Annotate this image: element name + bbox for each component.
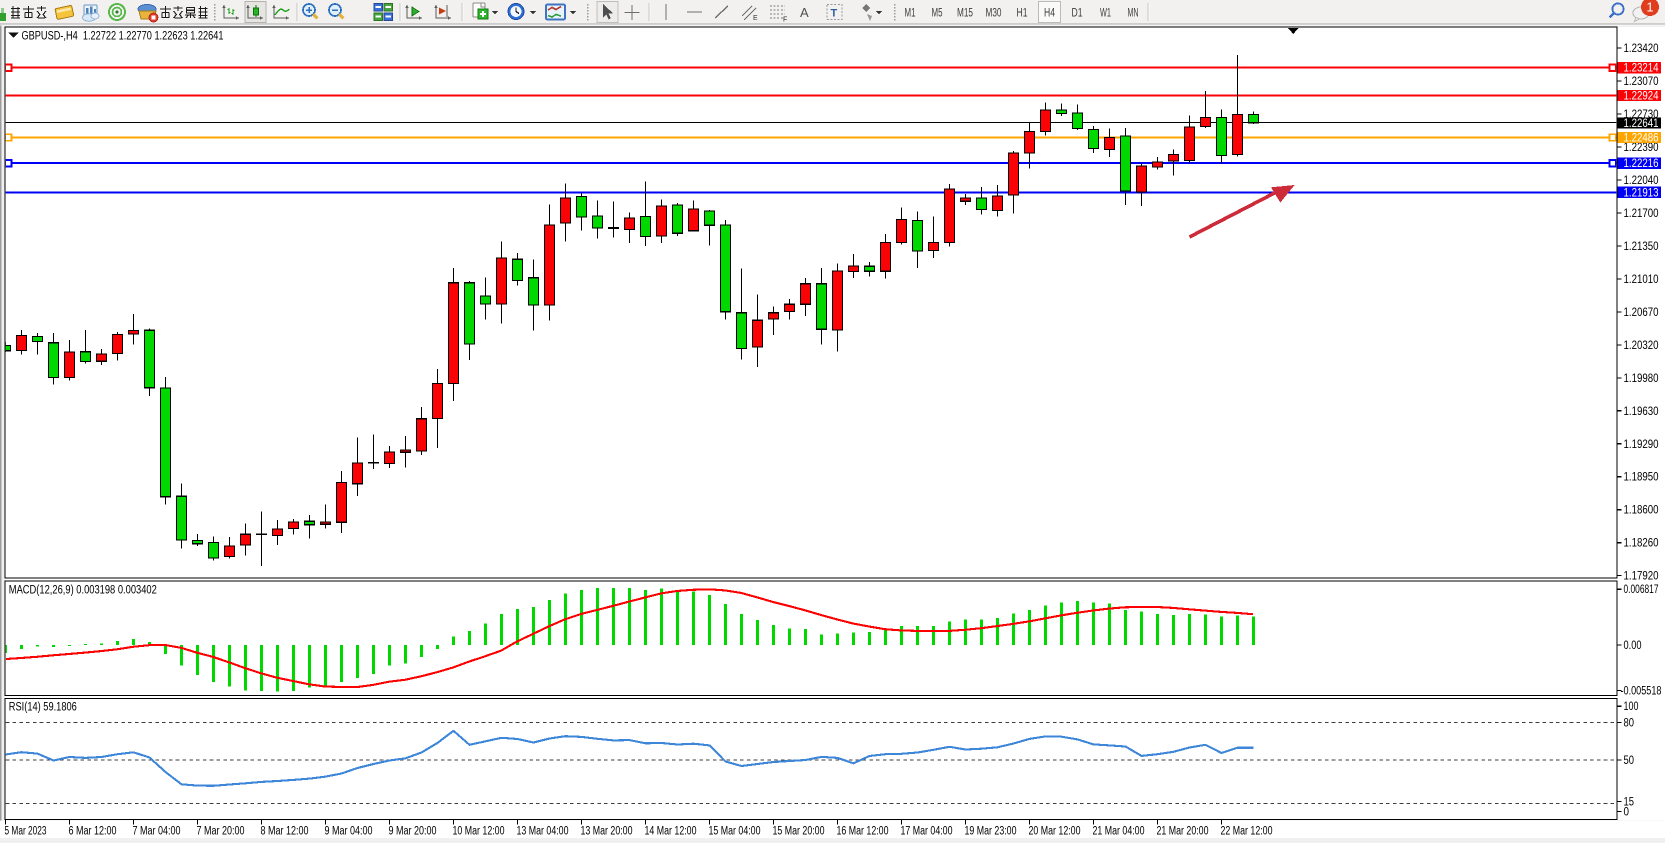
svg-text:16 Mar 12:00: 16 Mar 12:00	[837, 826, 889, 838]
svg-text:1.22486: 1.22486	[1624, 133, 1659, 145]
svg-text:GBPUSD-,H4 1.22722 1.22770 1.: GBPUSD-,H4 1.22722 1.22770 1.22623 1.226…	[22, 31, 224, 43]
svg-text:1.21010: 1.21010	[1624, 274, 1659, 286]
svg-text:RSI(14) 59.1806: RSI(14) 59.1806	[9, 702, 77, 714]
svg-text:1.21700: 1.21700	[1624, 208, 1659, 220]
svg-text:M5: M5	[932, 8, 943, 20]
svg-text:7 Mar 20:00: 7 Mar 20:00	[197, 826, 245, 838]
svg-text:1.21350: 1.21350	[1624, 241, 1659, 253]
svg-text:1.20670: 1.20670	[1624, 307, 1659, 319]
svg-text:1.18950: 1.18950	[1624, 472, 1659, 484]
svg-text:0.006817: 0.006817	[1624, 584, 1659, 596]
svg-text:9 Mar 20:00: 9 Mar 20:00	[389, 826, 437, 838]
svg-text:MN: MN	[1128, 8, 1139, 20]
svg-text:0.00: 0.00	[1624, 640, 1642, 652]
svg-text:13 Mar 20:00: 13 Mar 20:00	[581, 826, 633, 838]
svg-text:1.23420: 1.23420	[1624, 43, 1659, 55]
svg-text:1.22641: 1.22641	[1624, 118, 1659, 130]
svg-text:17 Mar 04:00: 17 Mar 04:00	[901, 826, 953, 838]
svg-text:5 Mar 2023: 5 Mar 2023	[5, 826, 47, 838]
svg-text:H4: H4	[1044, 8, 1055, 20]
svg-text:T: T	[831, 8, 838, 20]
svg-text:50: 50	[1624, 755, 1635, 767]
svg-text:8 Mar 12:00: 8 Mar 12:00	[261, 826, 309, 838]
svg-text:F: F	[783, 17, 787, 24]
svg-text:80: 80	[1624, 717, 1635, 729]
svg-text:1.23070: 1.23070	[1624, 76, 1659, 88]
svg-text:1: 1	[1646, 0, 1653, 15]
svg-text:1.19290: 1.19290	[1624, 439, 1659, 451]
svg-text:A: A	[800, 5, 809, 20]
svg-text:W1: W1	[1100, 8, 1111, 20]
svg-text:100: 100	[1624, 701, 1639, 713]
svg-text:14 Mar 12:00: 14 Mar 12:00	[645, 826, 697, 838]
svg-text:1.17920: 1.17920	[1624, 571, 1659, 583]
svg-text:1.18600: 1.18600	[1624, 505, 1659, 517]
svg-text:1.22390: 1.22390	[1624, 142, 1659, 154]
svg-text:M30: M30	[986, 8, 1002, 20]
svg-text:10 Mar 12:00: 10 Mar 12:00	[453, 826, 505, 838]
svg-text:6 Mar 12:00: 6 Mar 12:00	[69, 826, 117, 838]
svg-text:MACD(12,26,9) 0.003198 0.00340: MACD(12,26,9) 0.003198 0.003402	[9, 585, 157, 597]
svg-text:15: 15	[1624, 796, 1635, 808]
svg-text:21 Mar 20:00: 21 Mar 20:00	[1157, 826, 1209, 838]
svg-text:15 Mar 04:00: 15 Mar 04:00	[709, 826, 761, 838]
svg-text:9 Mar 04:00: 9 Mar 04:00	[325, 826, 373, 838]
svg-text:1.21913: 1.21913	[1624, 187, 1659, 199]
svg-text:D1: D1	[1072, 8, 1083, 20]
svg-text:22 Mar 12:00: 22 Mar 12:00	[1221, 826, 1273, 838]
svg-text:M15: M15	[957, 8, 973, 20]
svg-text:19 Mar 23:00: 19 Mar 23:00	[965, 826, 1017, 838]
svg-text:E: E	[753, 15, 758, 22]
svg-text:21 Mar 04:00: 21 Mar 04:00	[1093, 826, 1145, 838]
svg-text:1.23214: 1.23214	[1624, 63, 1660, 75]
svg-text:1.22040: 1.22040	[1624, 175, 1659, 187]
svg-text:1.22924: 1.22924	[1624, 91, 1660, 103]
svg-text:1.20320: 1.20320	[1624, 340, 1659, 352]
svg-text:1.19980: 1.19980	[1624, 373, 1659, 385]
svg-text:15 Mar 20:00: 15 Mar 20:00	[773, 826, 825, 838]
svg-text:-0.005518: -0.005518	[1621, 685, 1662, 697]
svg-text:M1: M1	[905, 8, 916, 20]
svg-text:1.22216: 1.22216	[1624, 158, 1659, 170]
svg-text:13 Mar 04:00: 13 Mar 04:00	[517, 826, 569, 838]
svg-text:1.19630: 1.19630	[1624, 406, 1659, 418]
svg-text:0: 0	[1624, 807, 1630, 819]
svg-text:7 Mar 04:00: 7 Mar 04:00	[133, 826, 181, 838]
svg-text:H1: H1	[1017, 8, 1028, 20]
svg-text:20 Mar 12:00: 20 Mar 12:00	[1029, 826, 1081, 838]
svg-text:1.18260: 1.18260	[1624, 538, 1659, 550]
